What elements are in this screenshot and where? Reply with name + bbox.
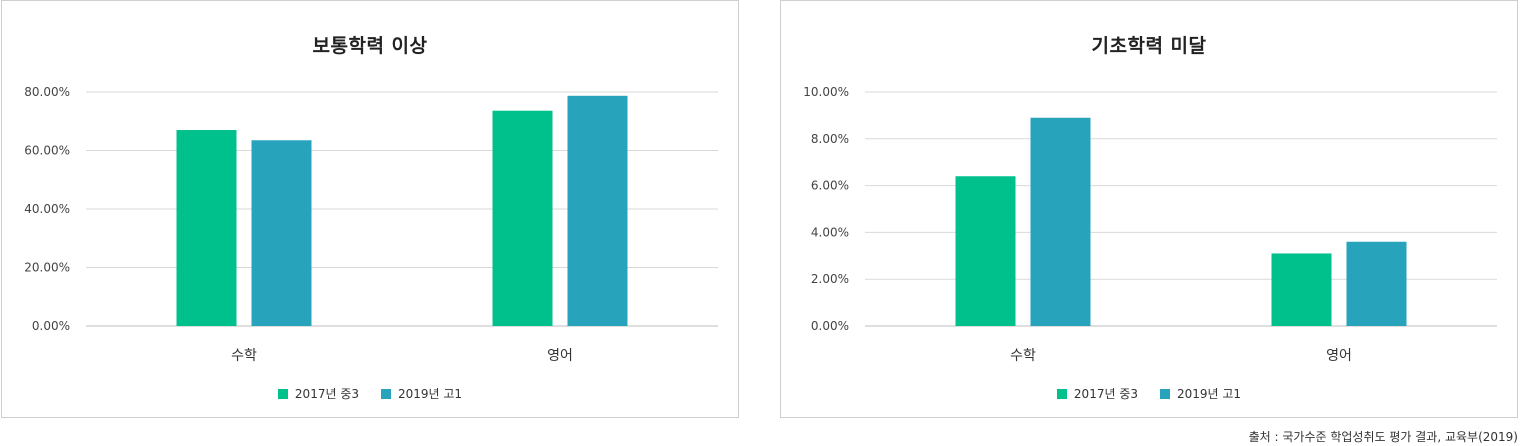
x-category-label: 영어: [547, 348, 573, 364]
legend-item-2019: 2019년 고1: [1160, 385, 1241, 402]
legend-swatch-2017: [1056, 388, 1067, 399]
legend-item-2019: 2019년 고1: [381, 385, 462, 402]
source-note: 출처 : 국가수준 학업성취도 평가 결과, 교육부(2019): [1248, 430, 1518, 444]
legend-item-2017: 2017년 중3: [277, 385, 359, 402]
bar: [1030, 117, 1091, 327]
legend-item-2017: 2017년 중3: [1056, 385, 1138, 402]
legend: 2017년 중3 2019년 고1: [2, 385, 738, 402]
y-tick-label: 20.00%: [24, 261, 70, 275]
x-category-label: 수학: [1010, 348, 1036, 364]
bar: [176, 130, 237, 326]
bar: [251, 140, 312, 326]
y-tick-label: 2.00%: [811, 272, 849, 286]
bar-chart-proficient: 80.00% 60.00% 40.00% 20.00% 0.00% 수학 영어: [24, 85, 718, 364]
legend: 2017년 중3 2019년 고1: [781, 385, 1517, 402]
bar: [955, 176, 1016, 326]
legend-label: 2019년 고1: [398, 387, 463, 401]
bar: [1271, 253, 1332, 326]
legend-label: 2017년 중3: [1073, 387, 1138, 401]
legend-label: 2019년 고1: [1177, 387, 1242, 401]
bar-chart-below-basic: 10.00% 8.00% 6.00% 4.00% 2.00% 0.00% 수학 영어: [803, 85, 1497, 364]
chart-panel-below-basic: 기초학력 미달 10.00% 8.00% 6.00% 4.00% 2.00% 0.00% 수…: [780, 0, 1518, 418]
chart-panel-proficient: 보통학력 이상 80.00% 60.00% 40.00% 20.00% 0.00% 수학 영…: [1, 0, 739, 418]
y-tick-label: 40.00%: [24, 202, 70, 216]
bar: [567, 95, 628, 327]
legend-swatch-2019: [381, 388, 391, 399]
legend-swatch-2019: [1160, 388, 1170, 399]
y-tick-label: 0.00%: [32, 319, 70, 333]
bar: [492, 110, 553, 326]
bar: [1346, 241, 1407, 326]
legend-swatch-2017: [277, 388, 288, 399]
y-tick-label: 0.00%: [811, 319, 849, 333]
y-tick-label: 80.00%: [24, 85, 70, 99]
legend-label: 2017년 중3: [294, 387, 359, 401]
chart-title: 기초학력 미달: [1091, 35, 1207, 57]
x-category-label: 영어: [1326, 348, 1352, 364]
y-tick-label: 60.00%: [24, 144, 70, 158]
x-category-label: 수학: [231, 348, 257, 364]
y-tick-label: 8.00%: [811, 132, 849, 146]
y-tick-label: 6.00%: [811, 179, 849, 193]
y-tick-label: 4.00%: [811, 225, 849, 239]
chart-title: 보통학력 이상: [312, 35, 428, 57]
y-tick-label: 10.00%: [803, 85, 849, 99]
